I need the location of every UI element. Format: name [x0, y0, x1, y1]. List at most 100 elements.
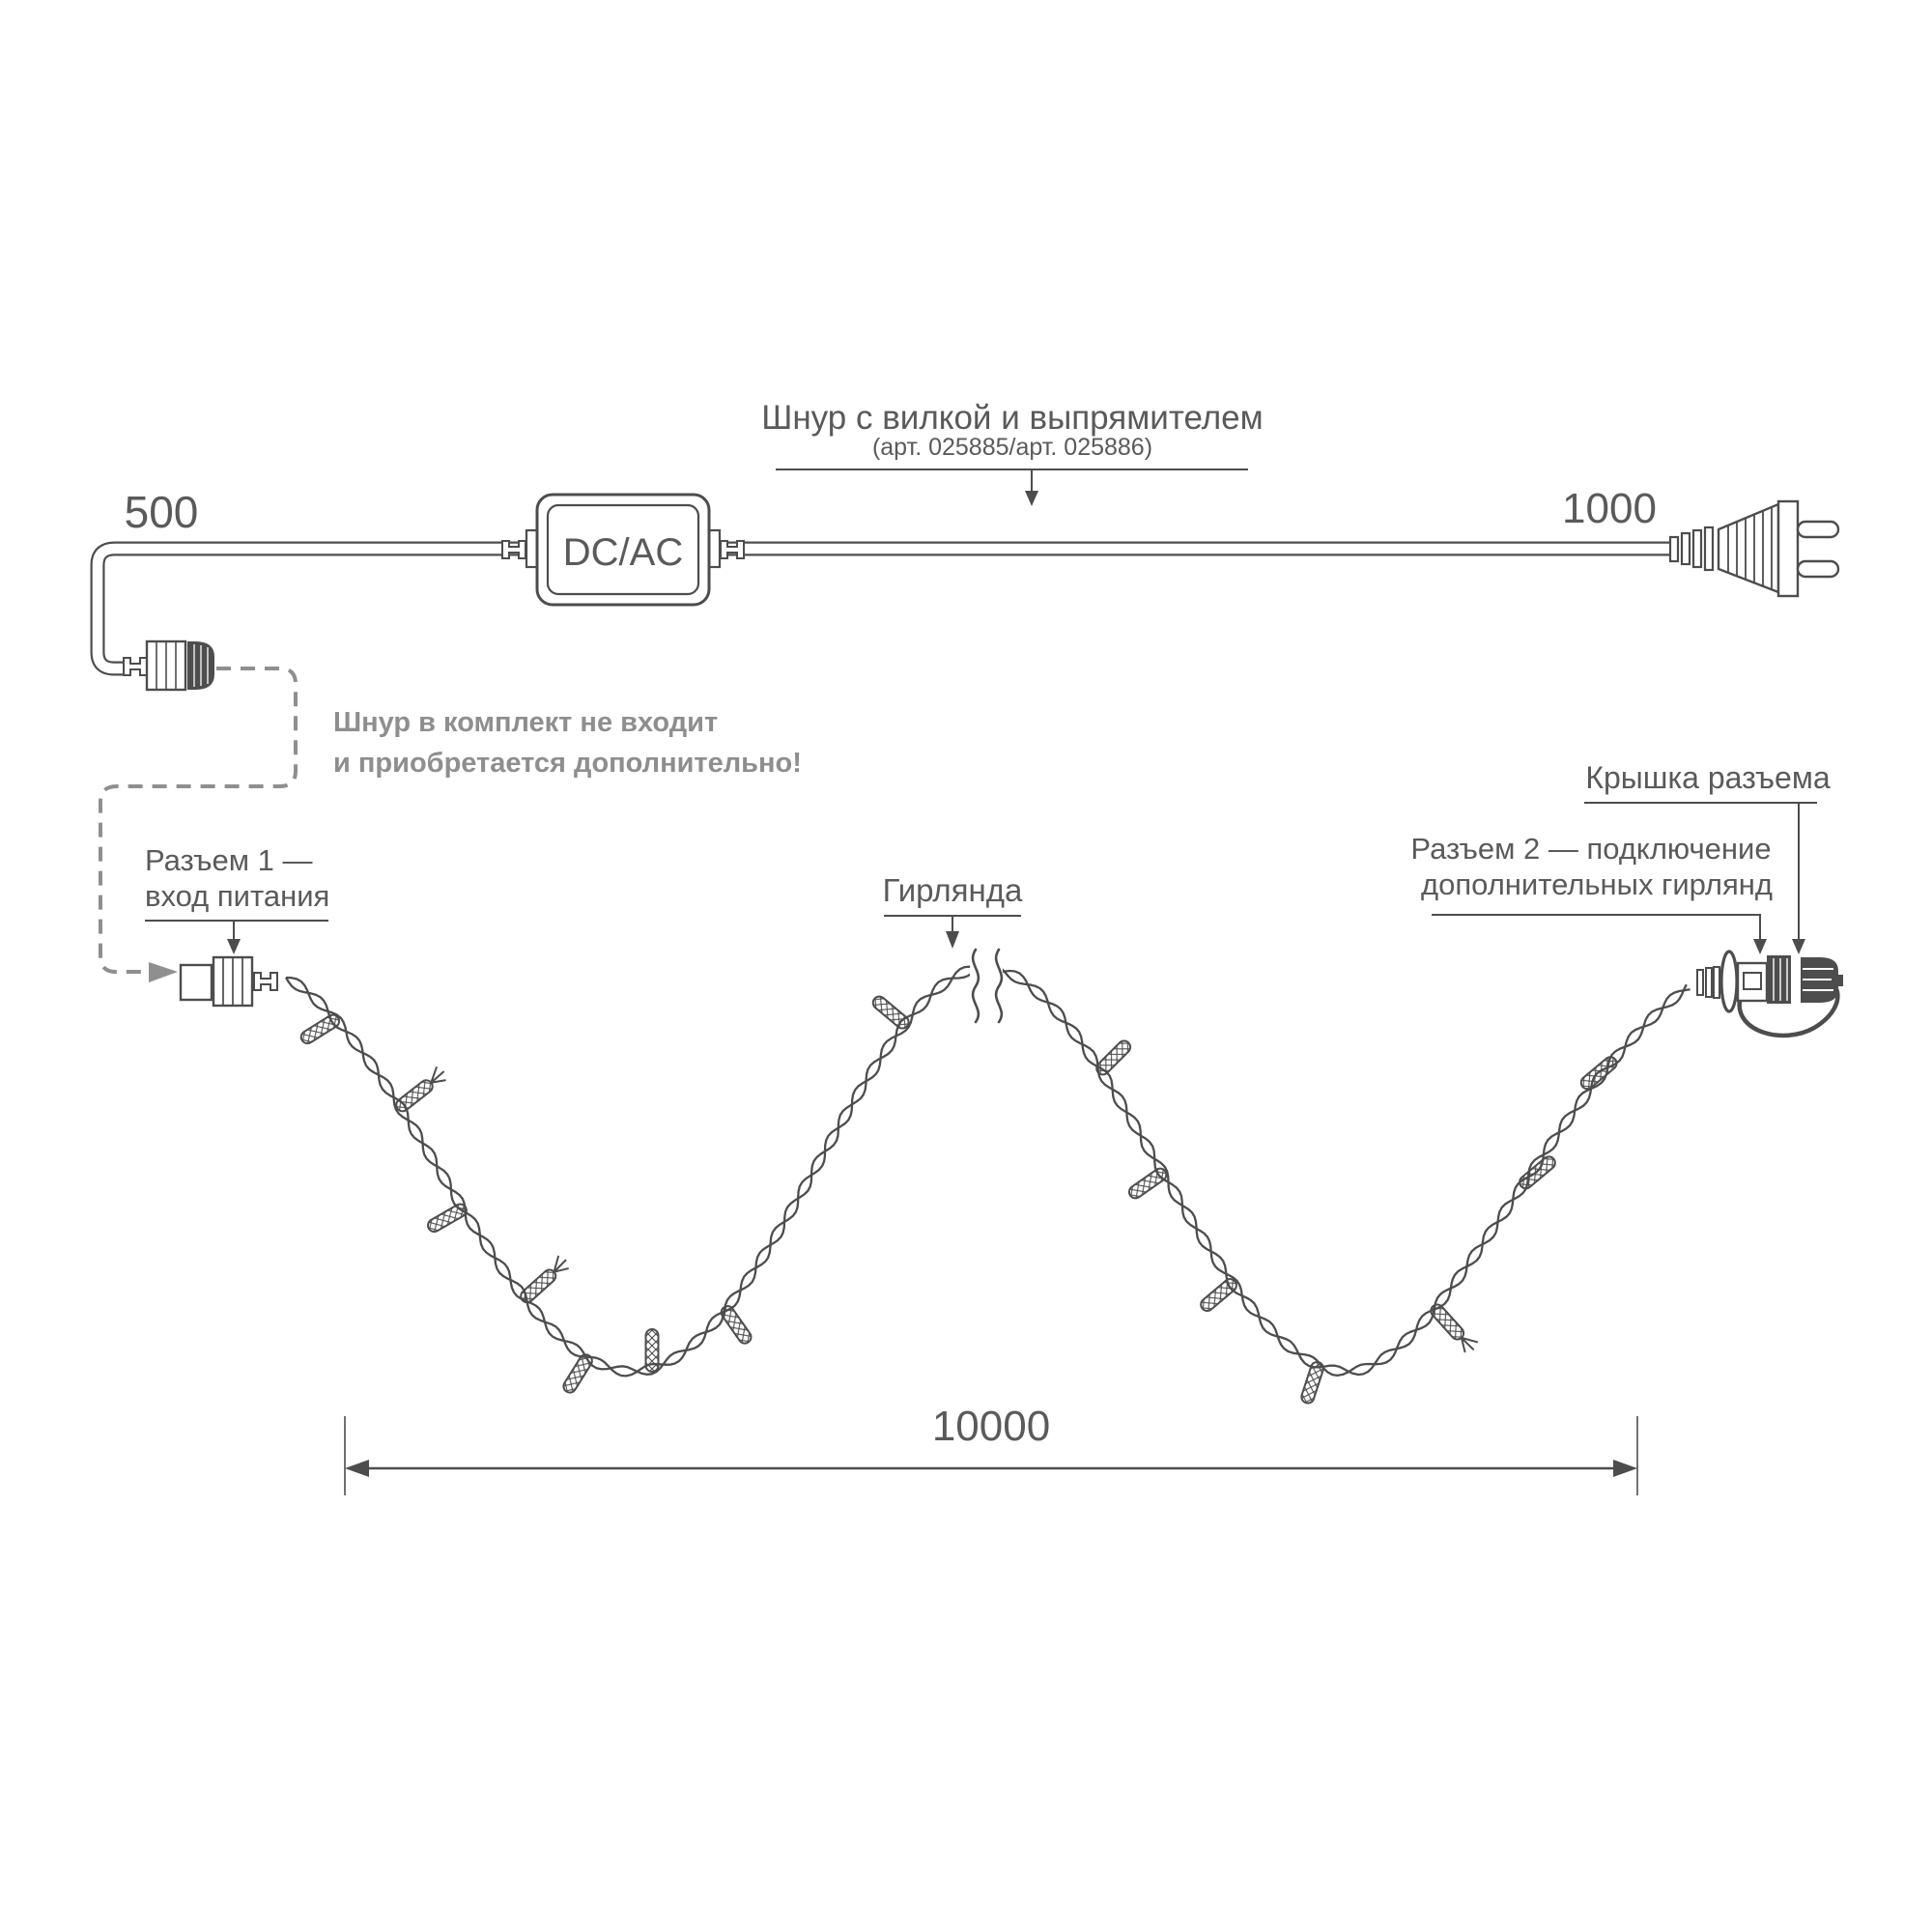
- bulb-capsule: [644, 1328, 660, 1373]
- bulb-capsule: [1200, 1278, 1237, 1312]
- plug-pin-top: [1796, 520, 1840, 539]
- plug-strain-ridge: [1680, 531, 1691, 566]
- right-arrow-icon: [1613, 1460, 1637, 1477]
- connector1-socket: [179, 963, 213, 1002]
- led-bulbs: [299, 995, 1618, 1405]
- bulb-capsule: [299, 1013, 341, 1045]
- connector2-label-line1: Разъем 2 — подключение: [1410, 832, 1771, 866]
- connector1-label-line2: вход питания: [145, 879, 329, 913]
- connector2-leader: [1432, 914, 1761, 941]
- note-line2: и приобретается дополнительно!: [333, 748, 802, 779]
- garland-label: Гирлянда: [883, 872, 1023, 908]
- connector2-ring: [1713, 966, 1720, 999]
- led-bulb: [1300, 1361, 1324, 1405]
- connector2-thread-ridges: [1773, 958, 1788, 1001]
- plug-strain-ridge: [1668, 535, 1680, 563]
- connector-cap-ridges: [193, 644, 209, 687]
- power-plug: [1668, 499, 1840, 598]
- diagram-subtitle: (арт. 025885/арт. 025886): [872, 434, 1152, 461]
- diagram-title: Шнур с вилкой и выпрямителем: [761, 399, 1263, 437]
- down-arrow-icon: [227, 939, 241, 954]
- led-bulb: [1095, 1039, 1132, 1076]
- bulb-wire-whiskers: [430, 1066, 446, 1084]
- left-arrow-icon: [345, 1460, 369, 1477]
- garland-connector-2: [1696, 950, 1843, 1038]
- led-bulb: [1430, 1303, 1478, 1353]
- bulb-capsule: [1095, 1039, 1132, 1076]
- bulb-capsule: [395, 1079, 434, 1113]
- connector-ridges: [156, 641, 177, 690]
- down-arrow-icon: [1792, 939, 1805, 954]
- power-cord: [90, 541, 1674, 676]
- inline-connector-right-icon: [720, 540, 745, 559]
- plug-pin-bottom: [1796, 559, 1840, 579]
- bulb-capsule: [871, 995, 910, 1030]
- bulb-capsule: [1519, 1155, 1556, 1190]
- length-500-label: 500: [125, 487, 199, 537]
- converter-label: DC/AC: [563, 531, 683, 574]
- garland-connector-1: [179, 955, 278, 1008]
- connector1-ridges: [222, 957, 243, 1006]
- led-bulb: [1519, 1155, 1556, 1190]
- garland-wire-guide: [286, 968, 1690, 1372]
- led-bulb: [1127, 1167, 1168, 1200]
- dimension-witness-lines: [344, 1416, 1638, 1495]
- connector-cap-nub: [1836, 975, 1843, 986]
- plug-strain-ridge: [1703, 526, 1715, 572]
- power-cord-connector: [123, 639, 214, 692]
- led-bulb: [427, 1203, 468, 1234]
- led-bulb: [644, 1328, 660, 1373]
- connector1-label-block: Разъем 1 — вход питания: [145, 843, 329, 954]
- bulb-capsule: [1127, 1167, 1168, 1200]
- power-cord-outline: [90, 541, 1674, 676]
- cap-label-block: Крышка разъема: [1584, 760, 1831, 954]
- wire-strand: [285, 965, 1690, 1378]
- break-squiggle-left: [971, 948, 980, 1024]
- led-bulb: [1200, 1278, 1237, 1312]
- connector2-latch: [1743, 972, 1762, 990]
- plug-strain-ridge: [1691, 528, 1703, 569]
- not-included-note: Шнур в комплект не входит и приобретаетс…: [333, 707, 802, 779]
- wire-break-symbol: [970, 948, 1004, 1024]
- bulb-wire-whiskers: [1460, 1336, 1478, 1353]
- twisted-garland-wire: [285, 962, 1690, 1378]
- down-arrow-icon: [1753, 939, 1767, 954]
- connector2-ring: [1696, 969, 1704, 996]
- note-line1: Шнур в комплект не входит: [333, 707, 718, 738]
- plug-body-hatch: [1727, 507, 1773, 589]
- bulb-capsule: [1430, 1303, 1465, 1341]
- led-bulb: [1579, 1056, 1618, 1091]
- converter-body: [535, 493, 711, 607]
- led-bulb: [299, 1013, 341, 1045]
- break-squiggle-right: [994, 948, 1004, 1024]
- connector-cap-stripes: [1803, 968, 1833, 991]
- dashed-connection-route: [99, 667, 298, 982]
- length-1000-label: 1000: [1562, 485, 1657, 532]
- connector2-label-line2: дополнительных гирлянд: [1421, 867, 1773, 901]
- led-bulb: [871, 995, 910, 1030]
- bulb-capsule: [1579, 1056, 1618, 1091]
- led-bulb: [562, 1353, 593, 1394]
- dashed-path: [99, 667, 298, 974]
- bulb-wire-whiskers: [553, 1255, 569, 1273]
- plug-face: [1776, 499, 1800, 598]
- bulb-capsule: [720, 1305, 753, 1345]
- inline-connector-icon: [123, 657, 148, 676]
- cap-label: Крышка разъема: [1585, 760, 1831, 795]
- down-arrow-icon: [946, 931, 959, 949]
- bulb-capsule: [427, 1203, 468, 1234]
- connector1-label-line1: Разъем 1 —: [145, 843, 312, 877]
- led-bulb: [395, 1066, 446, 1113]
- converter-body-inner: [546, 503, 700, 596]
- down-arrow-icon: [1025, 491, 1038, 506]
- dcac-converter: DC/AC: [501, 493, 745, 607]
- connector2-oring: [1719, 950, 1739, 1013]
- wire-break-gap: [970, 951, 1003, 999]
- cord-title-block: Шнур с вилкой и выпрямителем (арт. 02588…: [761, 399, 1264, 506]
- connector2-ring: [1705, 967, 1713, 998]
- connector2-label-block: Разъем 2 — подключение дополнительных ги…: [1410, 832, 1773, 954]
- bulb-capsule: [1300, 1361, 1324, 1405]
- wire-strand: [285, 962, 1688, 1378]
